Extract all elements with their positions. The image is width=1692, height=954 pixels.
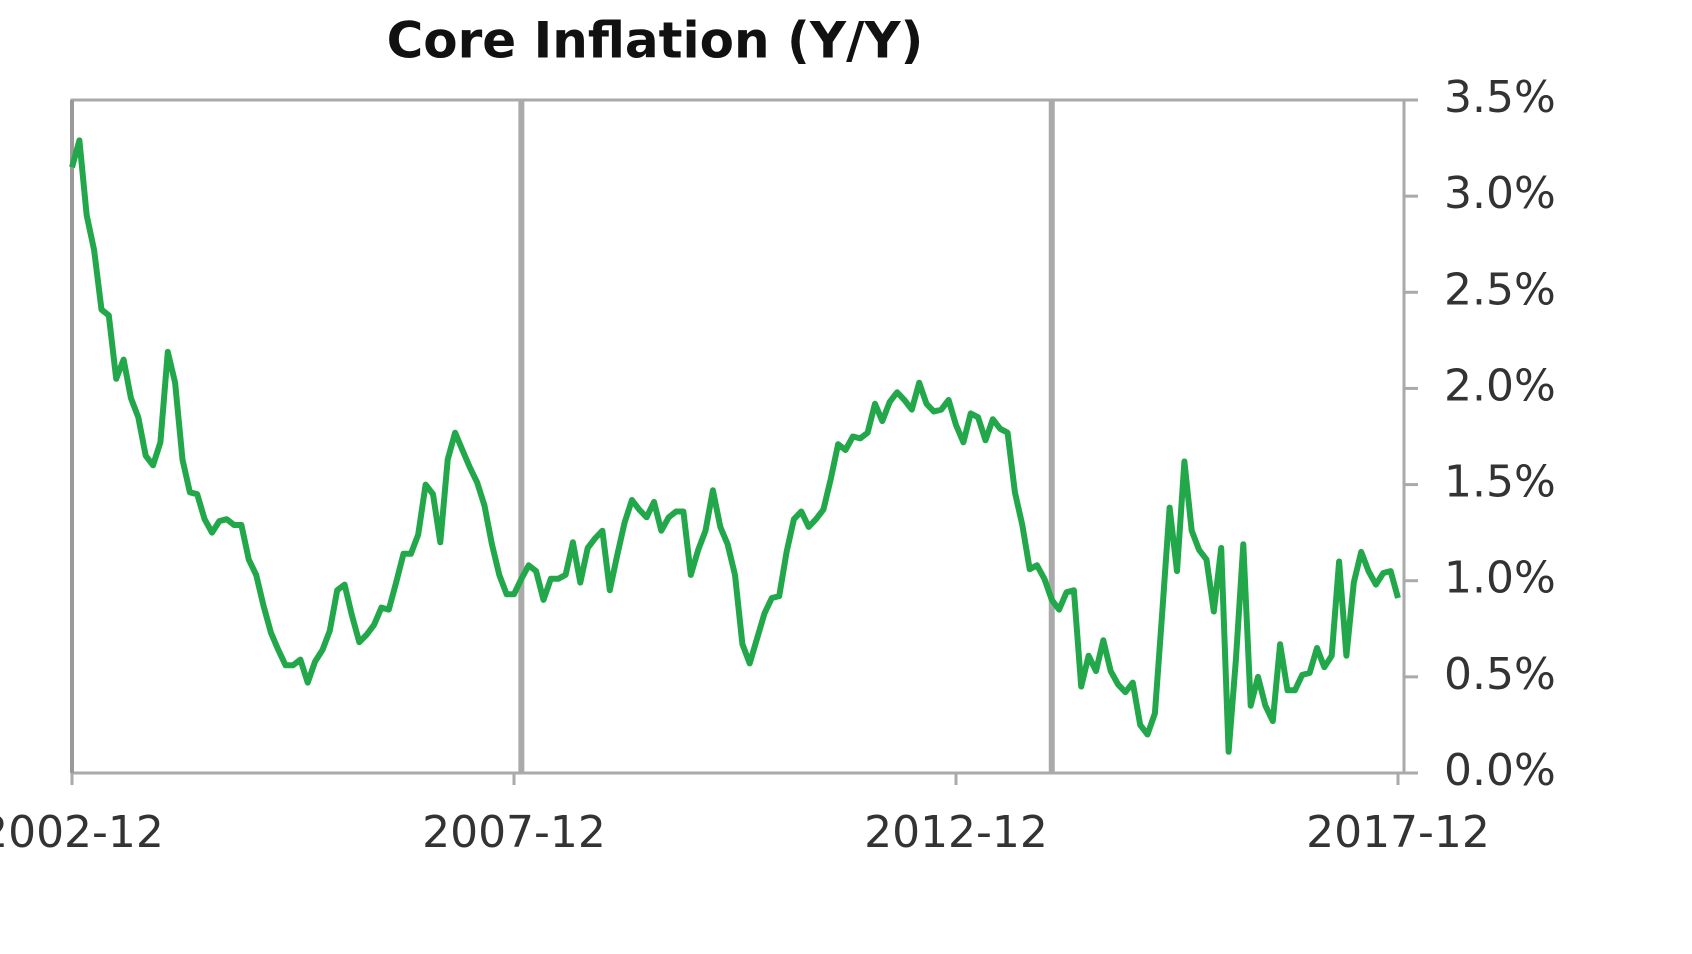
y-tick-label: 1.0%	[1444, 553, 1556, 604]
y-tick-label: 2.0%	[1444, 360, 1556, 411]
plot-frame	[70, 98, 1406, 775]
data-line	[69, 137, 1401, 755]
y-tick-label: 3.5%	[1444, 72, 1556, 123]
x-tick-label: 2002-12	[0, 807, 164, 858]
y-tick-label: 0.0%	[1444, 745, 1556, 796]
x-tick-label: 2017-12	[1306, 807, 1490, 858]
chart-title: Core Inflation (Y/Y)	[387, 12, 924, 70]
y-tick-label: 1.5%	[1444, 457, 1556, 508]
x-tick-label: 2012-12	[864, 807, 1048, 858]
y-tick-label: 3.0%	[1444, 168, 1556, 219]
y-tick-label: 2.5%	[1444, 264, 1556, 315]
x-tick-label: 2007-12	[422, 807, 606, 858]
y-tick-label: 0.5%	[1444, 649, 1556, 700]
